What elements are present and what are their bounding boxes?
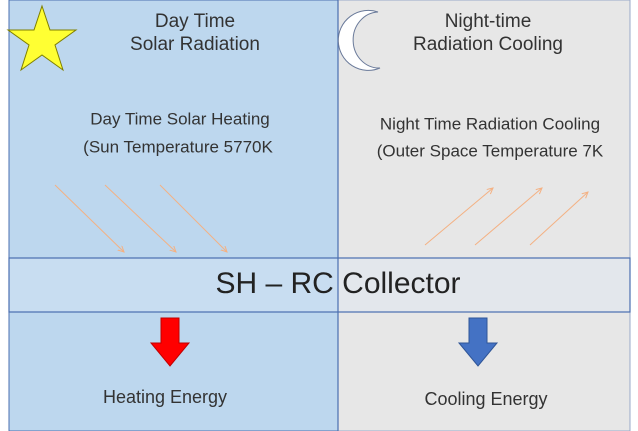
- heating-arrow: [149, 317, 191, 367]
- cooling-arrow: [457, 317, 499, 367]
- heating-label: Heating Energy: [103, 387, 227, 407]
- night-description: Night Time Radiation Cooling: [380, 114, 600, 133]
- cooling-label: Cooling Energy: [424, 389, 547, 409]
- moon: [337, 9, 381, 71]
- night-description: (Outer Space Temperature 7K: [377, 141, 604, 160]
- day-description: Day Time Solar Heating: [90, 109, 270, 128]
- day-description: (Sun Temperature 5770K: [83, 137, 273, 156]
- collector-label: SH – RC Collector: [215, 267, 460, 300]
- night-title: Night-time: [445, 11, 532, 32]
- collector-band: [8, 257, 631, 313]
- day-title: Solar Radiation: [130, 34, 260, 55]
- night-panel: [337, 0, 631, 431]
- sun-star: [6, 4, 78, 72]
- radiation-arrows: [54, 184, 588, 252]
- night-title: Radiation Cooling: [413, 34, 563, 55]
- day-title: Day Time: [155, 11, 235, 32]
